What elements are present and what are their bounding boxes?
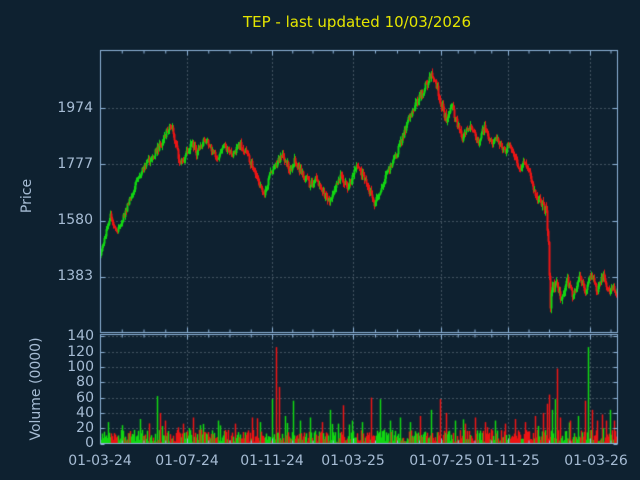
chart-title: TEP - last updated 10/03/2026	[242, 13, 472, 31]
x-tick-01-03-26: 01-03-26	[564, 453, 628, 469]
volume-tick-140: 140	[67, 328, 94, 344]
volume-tick-40: 40	[76, 405, 94, 421]
volume-tick-80: 80	[76, 374, 94, 390]
volume-tick-20: 20	[76, 420, 94, 436]
price-axis-title: Price	[19, 178, 35, 214]
volume-axis-title: Volume (0000)	[28, 337, 44, 441]
volume-tick-0: 0	[85, 435, 94, 451]
price-tick-1974: 1974	[57, 100, 93, 116]
volume-tick-120: 120	[67, 344, 94, 360]
x-tick-01-07-24: 01-07-24	[155, 453, 219, 469]
x-tick-01-11-25: 01-11-25	[476, 453, 540, 469]
x-tick-01-07-25: 01-07-25	[409, 453, 473, 469]
price-tick-1580: 1580	[57, 212, 93, 228]
x-tick-01-03-25: 01-03-25	[321, 453, 385, 469]
price-tick-1383: 1383	[57, 268, 93, 284]
volume-tick-100: 100	[67, 359, 94, 375]
volume-tick-60: 60	[76, 390, 94, 406]
x-tick-01-11-24: 01-11-24	[240, 453, 304, 469]
x-tick-01-03-24: 01-03-24	[68, 453, 132, 469]
price-tick-1777: 1777	[57, 156, 93, 172]
